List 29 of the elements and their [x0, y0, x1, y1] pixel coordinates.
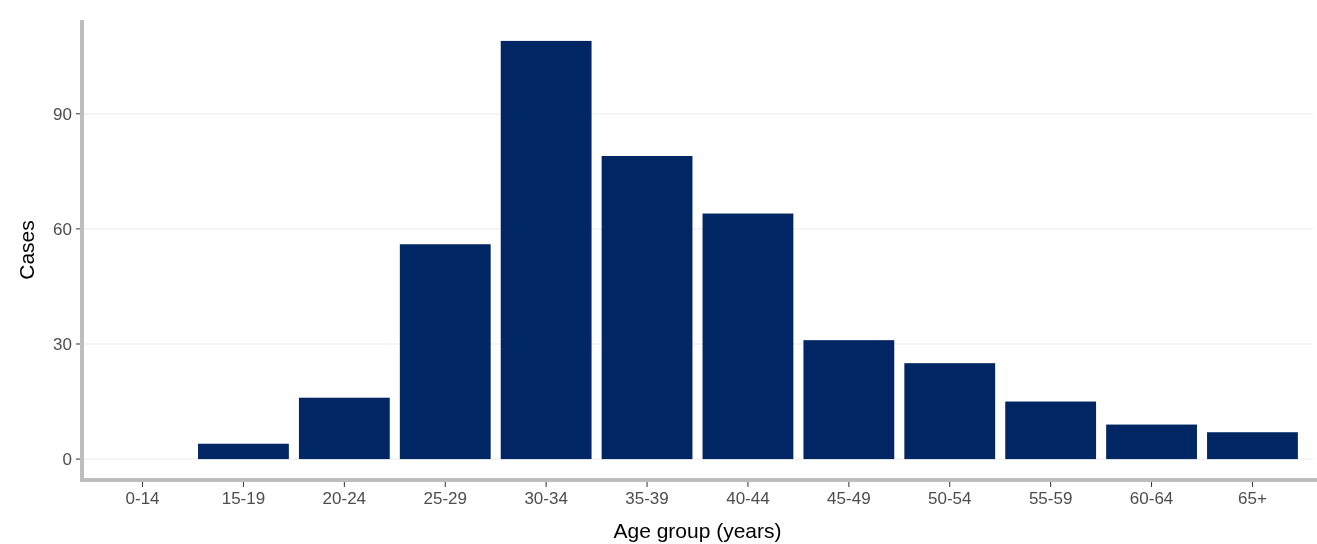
x-tick-label: 45-49 — [827, 489, 871, 508]
x-tick-label: 60-64 — [1129, 489, 1174, 508]
y-tick-label: 0 — [62, 450, 72, 470]
bar — [601, 156, 693, 460]
x-tick-label: 50-54 — [928, 489, 972, 508]
y-tick-label: 90 — [53, 104, 72, 124]
y-tick-label: 60 — [53, 219, 72, 239]
bar — [702, 213, 794, 460]
x-tick-label: 15-19 — [221, 489, 266, 508]
bar — [803, 340, 895, 460]
x-tick-label: 30-34 — [524, 489, 568, 508]
x-tick-label: 25-29 — [423, 489, 467, 508]
bar — [904, 363, 996, 460]
x-tick-label: 35-39 — [625, 489, 669, 508]
x-tick-label: 0-14 — [125, 489, 160, 508]
bar — [198, 443, 289, 460]
x-tick-label: 20-24 — [322, 489, 367, 508]
x-tick-label: 65+ — [1238, 489, 1267, 508]
x-axis-title: Age group (years) — [613, 519, 782, 542]
x-tick-label: 55-59 — [1028, 489, 1073, 508]
bar — [1106, 424, 1197, 460]
bar — [500, 40, 592, 460]
x-tick-label: 40-44 — [726, 489, 770, 508]
bar — [399, 244, 491, 460]
bar — [298, 397, 390, 460]
y-axis-title: Cases — [15, 220, 38, 280]
bar — [1005, 401, 1097, 460]
y-tick-label: 30 — [53, 334, 72, 354]
bar — [1207, 432, 1298, 460]
